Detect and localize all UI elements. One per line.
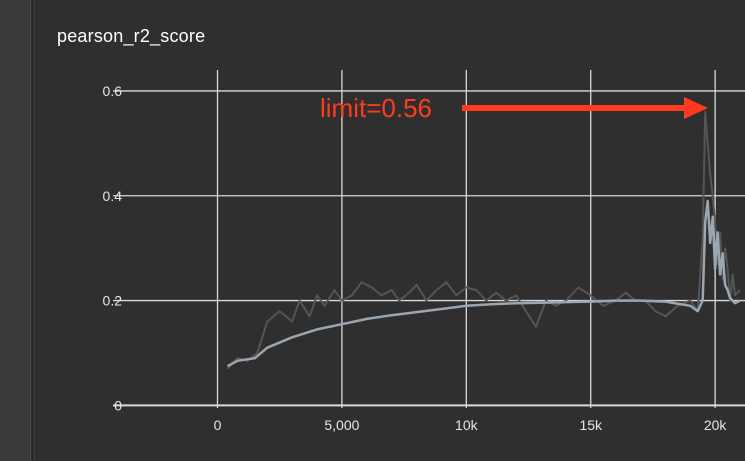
x-tick-label: 0 [214, 417, 222, 433]
y-tick-label: 0 [114, 397, 122, 413]
x-tick-label: 10k [455, 417, 479, 433]
annotation-arrow-head [684, 97, 708, 119]
y-tick-label: 0.2 [103, 293, 123, 309]
limit-annotation: limit=0.56 [320, 93, 432, 123]
x-tick-label: 15k [579, 417, 603, 433]
x-tick-label: 5,000 [324, 417, 359, 433]
x-tick-label: 20k [704, 417, 728, 433]
sidebar-strip [0, 0, 31, 461]
y-tick-label: 0.4 [103, 188, 123, 204]
chart-title: pearson_r2_score [57, 26, 206, 46]
scalar-card [34, 0, 745, 461]
y-tick-label: 0.6 [103, 83, 123, 99]
raw-series-line [226, 110, 741, 370]
smoothed-series-line [226, 199, 741, 368]
